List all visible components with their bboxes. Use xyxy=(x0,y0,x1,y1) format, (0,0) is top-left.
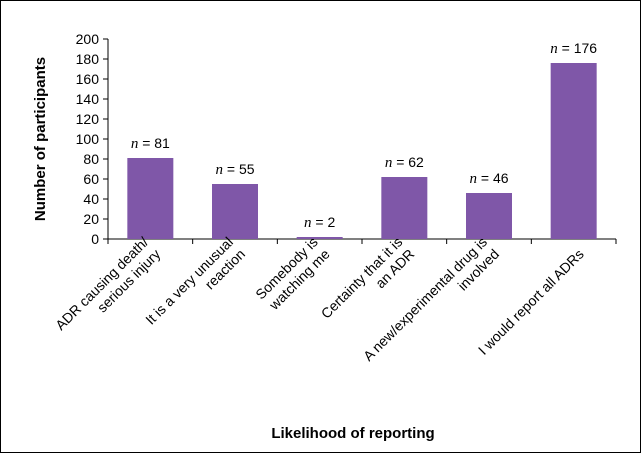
data-label: n = 176 xyxy=(550,40,597,57)
y-tick-label: 120 xyxy=(76,111,100,127)
y-tick-label: 60 xyxy=(83,171,99,187)
y-tick-label: 40 xyxy=(83,191,99,207)
bar xyxy=(381,177,428,239)
category-label: It is a very unusualreaction xyxy=(142,234,248,340)
bar xyxy=(466,193,512,239)
y-tick-label: 0 xyxy=(91,231,99,247)
y-axis: 0 20 40 60 80 100 120 140 160 180 200 xyxy=(76,31,109,247)
bar xyxy=(296,237,343,239)
y-tick-label: 200 xyxy=(76,31,100,47)
y-tick-label: 160 xyxy=(76,71,100,87)
data-label: n = 81 xyxy=(131,135,170,152)
bar xyxy=(550,63,597,239)
bar xyxy=(212,184,258,239)
bars xyxy=(127,63,597,239)
category-label: Somebody iswatching me xyxy=(252,234,333,315)
y-tick-label: 180 xyxy=(76,51,100,67)
x-axis xyxy=(107,238,617,244)
y-tick-label: 20 xyxy=(83,211,99,227)
data-label: n = 46 xyxy=(469,170,508,187)
data-label: n = 55 xyxy=(215,161,254,178)
bar xyxy=(127,158,174,239)
category-label: ADR causing death/serious injury xyxy=(52,234,163,345)
x-axis-title: Likelihood of reporting xyxy=(271,425,434,442)
y-tick-label: 140 xyxy=(76,91,100,107)
data-labels: n = 81 n = 55 n = 2 n = 62 n = 46 n = 176 xyxy=(131,40,597,231)
data-label: n = 2 xyxy=(304,214,335,231)
y-tick-label: 80 xyxy=(83,151,99,167)
y-tick-label: 100 xyxy=(76,131,100,147)
y-axis-title: Number of participants xyxy=(32,57,49,221)
data-label: n = 62 xyxy=(385,154,424,171)
